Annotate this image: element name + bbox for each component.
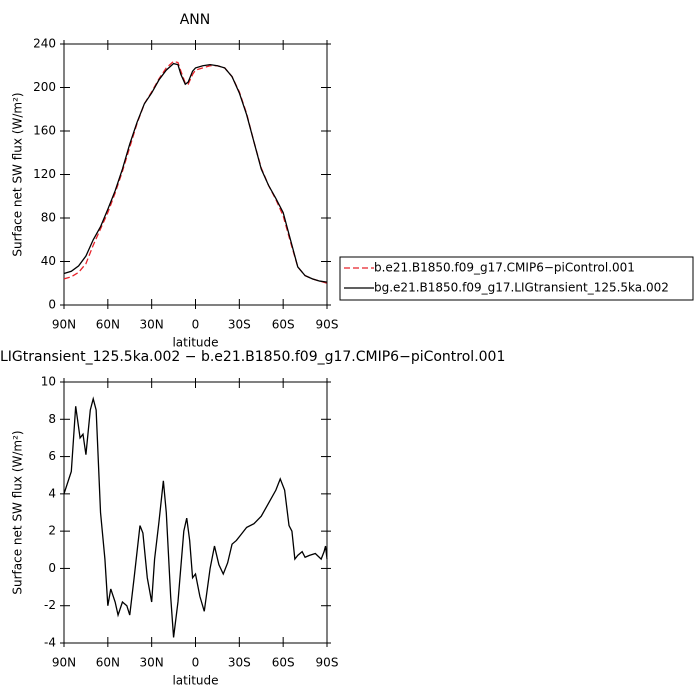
x-tick-label: 0 [192, 656, 200, 670]
y-tick-label: 160 [33, 124, 56, 138]
x-tick-label: 90N [52, 318, 76, 332]
chart-title: LIGtransient_125.5ka.002 − b.e21.B1850.f… [0, 349, 505, 365]
x-tick-label: 30S [228, 656, 251, 670]
y-tick-label: 200 [33, 80, 56, 94]
x-tick-label: 60S [272, 318, 295, 332]
plot-frame [63, 381, 328, 644]
y-tick-label: 10 [41, 375, 56, 389]
y-tick-label: 6 [48, 449, 56, 463]
x-tick-label: 60N [96, 656, 120, 670]
y-tick-label: 4 [48, 486, 56, 500]
legend-label: b.e21.B1850.f09_g17.CMIP6−piControl.001 [374, 261, 635, 275]
y-tick-label: -4 [44, 636, 56, 650]
y-tick-label: 0 [48, 298, 56, 312]
data-line [63, 62, 328, 283]
y-tick-label: 0 [48, 561, 56, 575]
x-tick-label: 90S [316, 656, 339, 670]
x-tick-label: 60S [272, 656, 295, 670]
y-axis-label: Surface net SW flux (W/m²) [11, 430, 25, 594]
y-tick-label: -2 [44, 598, 56, 612]
x-tick-label: 30N [140, 318, 164, 332]
x-tick-label: 0 [192, 318, 200, 332]
y-axis-label: Surface net SW flux (W/m²) [11, 92, 25, 256]
data-line [63, 396, 328, 638]
y-tick-label: 40 [41, 254, 56, 268]
x-tick-label: 90S [316, 318, 339, 332]
x-tick-label: 60N [96, 318, 120, 332]
x-axis-label: latitude [172, 674, 218, 688]
y-tick-label: 240 [33, 37, 56, 51]
y-tick-label: 2 [48, 524, 56, 538]
chart-panel: LIGtransient_125.5ka.002 − b.e21.B1850.f… [0, 349, 505, 688]
x-tick-label: 30S [228, 318, 251, 332]
chart-title: ANN [180, 12, 211, 28]
y-tick-label: 80 [41, 211, 56, 225]
legend-box [339, 256, 694, 301]
x-axis-label: latitude [172, 336, 218, 350]
data-line [63, 60, 328, 284]
y-tick-label: 8 [48, 412, 56, 426]
legend-label: bg.e21.B1850.f09_g17.LIGtransient_125.5k… [374, 281, 669, 295]
plot-frame [63, 43, 328, 306]
chart-panel: ANN latitude Surface net SW flux (W/m²) 0 40… [11, 12, 694, 350]
x-tick-label: 90N [52, 656, 76, 670]
x-tick-label: 30N [140, 656, 164, 670]
y-tick-label: 120 [33, 167, 56, 181]
